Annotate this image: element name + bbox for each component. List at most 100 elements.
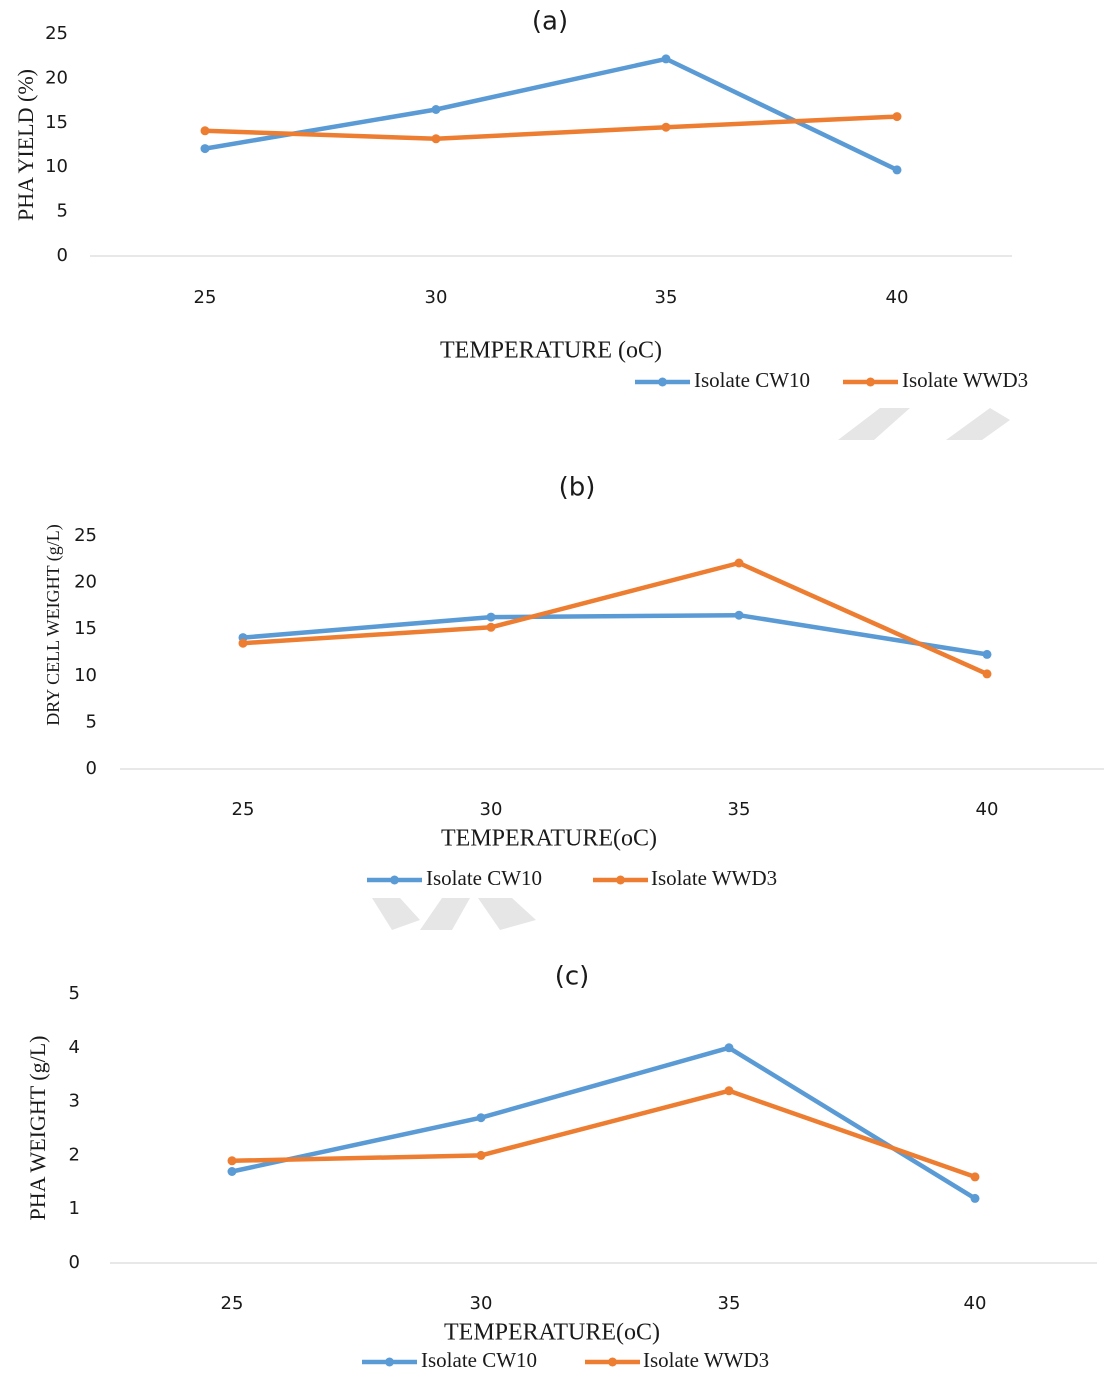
y-tick-label: 3 bbox=[69, 1091, 80, 1112]
legend-item: Isolate CW10 bbox=[635, 368, 810, 392]
data-point bbox=[486, 612, 496, 622]
chart-c: (c) 0 1 2 3 4 5 25 30 35 40 TEMPERATURE(oC) PHA WEIG… bbox=[25, 962, 1097, 1372]
y-tick-label: 10 bbox=[74, 665, 97, 686]
series-cw10 bbox=[227, 1043, 980, 1203]
x-axis-title: TEMPERATURE(oC) bbox=[444, 1320, 660, 1346]
series-cw10 bbox=[238, 610, 992, 659]
data-point bbox=[982, 669, 992, 679]
data-point bbox=[200, 144, 210, 154]
series-line bbox=[229, 1088, 978, 1180]
y-axis-title: PHA WEIGHT (g/L) bbox=[25, 1036, 50, 1221]
data-point bbox=[476, 1150, 486, 1160]
x-tick-label: 30 bbox=[480, 799, 503, 820]
series-wwd3 bbox=[200, 112, 902, 144]
y-tick-label: 25 bbox=[45, 23, 68, 44]
chart-title: (b) bbox=[559, 473, 596, 503]
data-point bbox=[724, 1043, 734, 1053]
y-tick-label: 0 bbox=[69, 1252, 80, 1273]
series-line bbox=[229, 1045, 978, 1201]
legend-swatch-marker bbox=[608, 1357, 617, 1367]
legend-label: Isolate WWD3 bbox=[643, 1348, 769, 1372]
legend-label: Isolate WWD3 bbox=[902, 368, 1028, 392]
data-point bbox=[238, 638, 248, 648]
x-tick-label: 25 bbox=[221, 1293, 244, 1314]
x-tick-label: 35 bbox=[718, 1293, 741, 1314]
series-line bbox=[240, 612, 990, 657]
series-line bbox=[202, 56, 900, 173]
legend-label: Isolate CW10 bbox=[426, 866, 542, 890]
legend: Isolate CW10 Isolate WWD3 bbox=[367, 866, 777, 890]
data-point bbox=[227, 1156, 237, 1166]
series-wwd3 bbox=[238, 558, 992, 679]
series-line bbox=[202, 114, 900, 142]
data-point bbox=[476, 1113, 486, 1123]
x-tick-label: 40 bbox=[886, 287, 909, 308]
data-point bbox=[892, 112, 902, 122]
watermark-marks bbox=[372, 408, 1010, 930]
legend-item: Isolate WWD3 bbox=[593, 866, 777, 890]
y-tick-label: 5 bbox=[69, 983, 80, 1004]
y-tick-label: 1 bbox=[69, 1198, 80, 1219]
x-axis-title: TEMPERATURE(oC) bbox=[441, 826, 657, 852]
legend-label: Isolate CW10 bbox=[694, 368, 810, 392]
y-tick-label: 2 bbox=[69, 1144, 80, 1165]
y-tick-label: 15 bbox=[45, 112, 68, 133]
series-cw10 bbox=[200, 54, 902, 175]
data-point bbox=[431, 105, 441, 114]
legend-swatch-marker bbox=[390, 875, 399, 885]
data-point bbox=[431, 134, 441, 144]
data-point bbox=[661, 122, 671, 132]
y-axis-title: DRY CELL WEIGHT (g/L) bbox=[43, 524, 64, 725]
data-point bbox=[486, 622, 496, 632]
chart-a: (a) 0 5 10 15 20 25 25 30 35 40 TEMPERATURE (oC) PHA… bbox=[13, 7, 1028, 392]
legend: Isolate CW10 Isolate WWD3 bbox=[635, 368, 1028, 392]
y-tick-label: 5 bbox=[57, 201, 68, 222]
series-wwd3 bbox=[227, 1086, 980, 1182]
chart-title: (c) bbox=[555, 962, 590, 992]
y-axis-title: PHA YIELD (%) bbox=[13, 69, 38, 221]
legend-label: Isolate CW10 bbox=[421, 1348, 537, 1372]
data-point bbox=[970, 1172, 980, 1182]
y-tick-label: 25 bbox=[74, 525, 97, 546]
data-point bbox=[892, 165, 902, 175]
series-line bbox=[240, 560, 990, 677]
legend-swatch-marker bbox=[658, 377, 667, 387]
chart-title: (a) bbox=[532, 7, 568, 37]
y-tick-label: 20 bbox=[74, 572, 97, 593]
y-tick-label: 0 bbox=[86, 758, 97, 779]
data-point bbox=[724, 1086, 734, 1096]
y-tick-label: 15 bbox=[74, 618, 97, 639]
x-tick-label: 40 bbox=[976, 799, 999, 820]
data-point bbox=[734, 558, 744, 568]
x-tick-label: 30 bbox=[425, 287, 448, 308]
legend: Isolate CW10 Isolate WWD3 bbox=[362, 1348, 769, 1372]
y-tick-label: 20 bbox=[45, 67, 68, 88]
data-point bbox=[734, 610, 744, 620]
chart-b: (b) 0 5 10 15 20 25 25 30 35 40 TEMPERATURE(oC) DRY … bbox=[43, 473, 1104, 890]
x-tick-label: 25 bbox=[232, 799, 255, 820]
x-tick-label: 25 bbox=[194, 287, 217, 308]
data-point bbox=[982, 649, 992, 659]
data-point bbox=[200, 126, 210, 136]
data-point bbox=[227, 1167, 237, 1176]
data-point bbox=[661, 54, 671, 64]
x-tick-label: 40 bbox=[964, 1293, 987, 1314]
legend-item: Isolate WWD3 bbox=[843, 368, 1028, 392]
y-tick-label: 5 bbox=[86, 711, 97, 732]
x-axis-title: TEMPERATURE (oC) bbox=[440, 338, 662, 364]
x-tick-label: 30 bbox=[470, 1293, 493, 1314]
legend-swatch-marker bbox=[385, 1357, 394, 1367]
x-tick-label: 35 bbox=[728, 799, 751, 820]
legend-swatch-marker bbox=[616, 875, 625, 885]
y-tick-label: 10 bbox=[45, 156, 68, 177]
data-point bbox=[970, 1193, 980, 1203]
legend-item: Isolate CW10 bbox=[367, 866, 542, 890]
y-tick-label: 4 bbox=[69, 1037, 80, 1058]
legend-item: Isolate WWD3 bbox=[585, 1348, 769, 1372]
x-tick-label: 35 bbox=[655, 287, 678, 308]
legend-item: Isolate CW10 bbox=[362, 1348, 537, 1372]
y-tick-label: 0 bbox=[57, 245, 68, 266]
legend-swatch-marker bbox=[866, 377, 875, 387]
